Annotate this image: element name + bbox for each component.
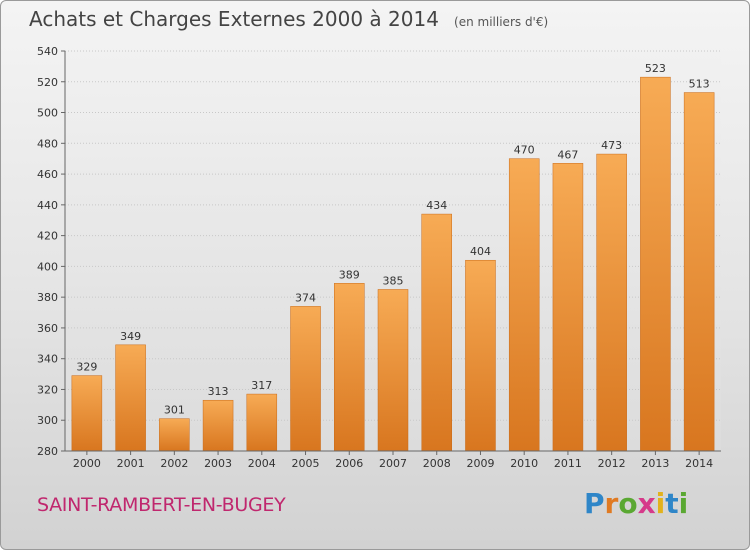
y-tick-label: 280 [37, 445, 58, 458]
bar[interactable] [71, 375, 103, 452]
bar-value-label: 301 [164, 404, 185, 417]
bar[interactable] [159, 418, 190, 452]
y-tick-label: 460 [37, 168, 58, 181]
bar[interactable] [246, 393, 278, 452]
bar-value-label: 329 [76, 361, 97, 374]
x-tick-label: 2006 [335, 457, 363, 470]
brand-letter: x [637, 487, 656, 520]
bar[interactable] [552, 163, 584, 452]
y-tick-label: 500 [37, 107, 58, 120]
x-tick-label: 2014 [685, 457, 713, 470]
x-tick-label: 2003 [204, 457, 232, 470]
bar[interactable] [115, 344, 146, 452]
bar-value-label: 513 [689, 78, 710, 91]
y-axis: 280 300 320 340 360 380 400 420 440 460 480 500 520 5… [37, 45, 66, 458]
y-tick-label: 400 [37, 260, 58, 273]
bar[interactable] [377, 289, 409, 452]
y-tick-label: 380 [37, 291, 58, 304]
bar[interactable] [508, 158, 540, 452]
title-row: Achats et Charges Externes 2000 à 2014 (… [29, 7, 548, 31]
brand-letter: i [678, 487, 689, 520]
y-tick-label: 520 [37, 76, 58, 89]
bars: 329 349 301 313 317 374 389 385 434 404 470 467 473 5… [71, 62, 715, 452]
bar-value-label: 523 [645, 62, 666, 75]
y-tick-label: 540 [37, 45, 58, 58]
bar-value-label: 349 [120, 330, 141, 343]
x-tick-label: 2000 [73, 457, 101, 470]
y-tick-label: 320 [37, 383, 58, 396]
x-tick-label: 2008 [423, 457, 451, 470]
bar[interactable] [290, 306, 321, 452]
bar-value-label: 374 [295, 291, 316, 304]
brand-letter: t [665, 487, 679, 520]
bar[interactable] [465, 259, 496, 452]
x-tick-label: 2005 [292, 457, 320, 470]
x-tick-label: 2010 [510, 457, 538, 470]
bar-value-label: 470 [514, 144, 535, 157]
bar[interactable] [421, 213, 452, 452]
bar-value-label: 385 [383, 274, 404, 287]
bar-value-label: 434 [426, 199, 447, 212]
brand-letter: P [584, 487, 605, 520]
x-tick-label: 2013 [641, 457, 669, 470]
brand-letter: o [618, 487, 638, 520]
bar[interactable] [683, 92, 715, 452]
bar-value-label: 389 [339, 268, 360, 281]
y-tick-label: 440 [37, 199, 58, 212]
town-name: SAINT-RAMBERT-EN-BUGEY [37, 494, 286, 516]
x-tick-label: 2012 [598, 457, 626, 470]
bar-value-label: 313 [208, 385, 229, 398]
y-tick-label: 300 [37, 414, 58, 427]
bar[interactable] [202, 399, 234, 452]
bar[interactable] [334, 283, 365, 452]
x-axis: 2000 2001 2002 2003 2004 2005 2006 2007 2008 2009… [65, 450, 721, 470]
x-tick-label: 2007 [379, 457, 407, 470]
bar-value-label: 467 [557, 148, 578, 161]
brand-letter: i [655, 487, 666, 520]
brand-letter: r [604, 487, 619, 520]
x-tick-label: 2011 [554, 457, 582, 470]
chart-subtitle: (en milliers d'€) [454, 15, 549, 29]
bar-value-label: 404 [470, 245, 491, 258]
proxiti-logo[interactable]: Proxiti [584, 487, 688, 520]
bar-value-label: 473 [601, 139, 622, 152]
x-tick-label: 2004 [248, 457, 276, 470]
y-tick-label: 360 [37, 322, 58, 335]
x-tick-label: 2001 [117, 457, 145, 470]
chart-title: Achats et Charges Externes 2000 à 2014 [29, 7, 439, 31]
y-tick-label: 340 [37, 353, 58, 366]
bar[interactable] [596, 153, 627, 452]
bar-value-label: 317 [251, 379, 272, 392]
x-tick-label: 2009 [466, 457, 494, 470]
y-tick-label: 480 [37, 137, 58, 150]
bar[interactable] [640, 76, 671, 452]
x-tick-label: 2002 [160, 457, 188, 470]
y-tick-label: 420 [37, 230, 58, 243]
